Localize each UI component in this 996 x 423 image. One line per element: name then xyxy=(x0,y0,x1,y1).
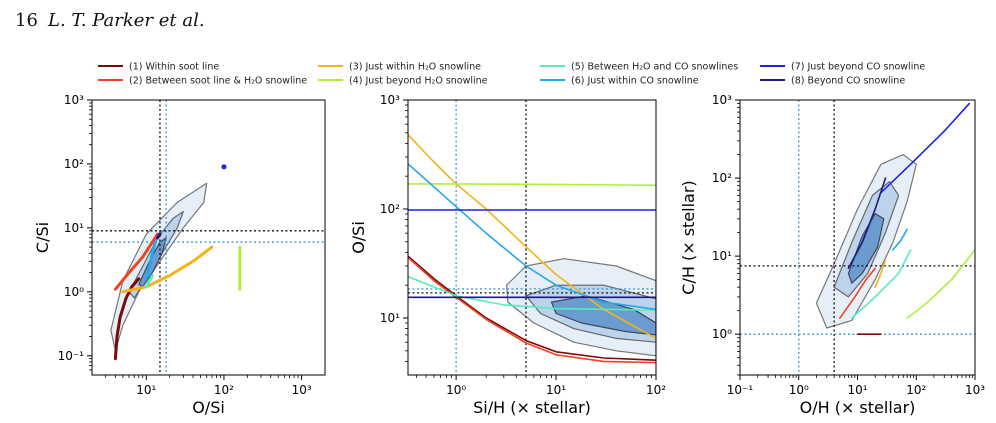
series-5-line xyxy=(851,249,912,319)
legend-label: (4) Just beyond H₂O snowline xyxy=(349,76,488,87)
x-tick-label: 10¹ xyxy=(136,383,156,397)
legend-label: (3) Just within H₂O snowline xyxy=(349,62,481,73)
page-number: 16 xyxy=(15,10,38,31)
x-axis-label: Si/H (× stellar) xyxy=(473,398,591,417)
series-3-line xyxy=(874,258,887,288)
chart-panel-2: 10⁰ 10¹ 10² 10¹ 10² 10³ Si/H (× stellar) O/Si xyxy=(349,93,666,417)
series-6-line xyxy=(144,240,157,281)
series-7-point xyxy=(221,164,227,170)
series-4-line xyxy=(408,183,656,187)
y-axis-label: O/Si xyxy=(349,221,368,254)
x-tick-label: 10¹ xyxy=(546,383,566,397)
axes-frame xyxy=(91,99,326,376)
y-tick-label: 10² xyxy=(64,157,84,171)
series-8-line xyxy=(156,232,162,240)
x-axis-label: O/H (× stellar) xyxy=(800,398,916,417)
x-tick-label: 10² xyxy=(214,383,234,397)
series-8-line xyxy=(847,177,887,269)
plot-area xyxy=(92,100,325,375)
y-tick-label: 10³ xyxy=(380,93,400,107)
x-tick-label: 10³ xyxy=(292,383,312,397)
chart-panel-3: 10⁻¹ 10⁰ 10¹ 10² 10³ 10⁰ 10¹ 10² 10³ O/H (× stell… xyxy=(679,93,985,417)
y-tick-label: 10² xyxy=(380,202,400,216)
page-header: 16 L. T. Parker et al. xyxy=(0,0,996,40)
x-tick-label: 10⁰ xyxy=(446,383,466,397)
y-axis-label: C/H (× stellar) xyxy=(679,180,698,294)
legend-label: (2) Between soot line & H₂O snowline xyxy=(129,76,307,87)
x-tick-label: 10² xyxy=(646,383,666,397)
density-contour-1 xyxy=(110,182,208,352)
legend-label: (6) Just within CO snowline xyxy=(571,76,699,87)
y-tick-label: 10³ xyxy=(712,93,732,107)
figure-legend: (1) Within soot line (2) Between soot lin… xyxy=(98,62,925,87)
axes-frame xyxy=(407,99,657,376)
legend-label: (1) Within soot line xyxy=(129,62,219,73)
series-5-line xyxy=(408,275,656,311)
plot-area xyxy=(740,100,975,375)
y-tick-label: 10¹ xyxy=(64,221,84,235)
series-3-line xyxy=(408,133,656,340)
y-tick-label: 10⁻¹ xyxy=(58,349,85,363)
x-tick-label: 10⁻¹ xyxy=(727,383,754,397)
series-2-line xyxy=(113,232,160,291)
series-6-line xyxy=(408,163,656,311)
series-1-line xyxy=(408,255,656,361)
series-3-line xyxy=(121,245,214,294)
series-5-line xyxy=(144,274,154,289)
x-tick-label: 10² xyxy=(906,383,926,397)
x-tick-label: 10⁰ xyxy=(789,383,809,397)
x-axis-label: O/Si xyxy=(192,398,225,417)
y-tick-label: 10² xyxy=(712,171,732,185)
x-tick-label: 10³ xyxy=(965,383,985,397)
series-4-line xyxy=(906,249,975,319)
series-7-line xyxy=(880,102,971,194)
x-tick-label: 10¹ xyxy=(847,383,867,397)
chart-panel-1: 10¹ 10² 10³ 10⁻¹ 10⁰ 10¹ 10² 10³ O/Si C/Si xyxy=(33,93,326,417)
y-tick-label: 10⁰ xyxy=(64,285,84,299)
density-contour-3 xyxy=(550,295,656,336)
legend-label: (8) Beyond CO snowline xyxy=(791,76,905,87)
legend-label: (5) Between H₂O and CO snowlines xyxy=(571,62,738,73)
series-6-line xyxy=(892,228,908,251)
plot-area xyxy=(408,100,656,375)
series-2-line xyxy=(408,256,656,364)
y-tick-label: 10³ xyxy=(64,93,84,107)
y-tick-label: 10⁰ xyxy=(712,327,732,341)
series-2-line xyxy=(839,267,876,319)
legend-label: (7) Just beyond CO snowline xyxy=(791,62,925,73)
series-1-line xyxy=(113,277,141,361)
y-axis-label: C/Si xyxy=(33,222,52,253)
y-tick-label: 10¹ xyxy=(712,249,732,263)
y-tick-label: 10¹ xyxy=(380,311,400,325)
running-head: L. T. Parker et al. xyxy=(48,10,205,31)
